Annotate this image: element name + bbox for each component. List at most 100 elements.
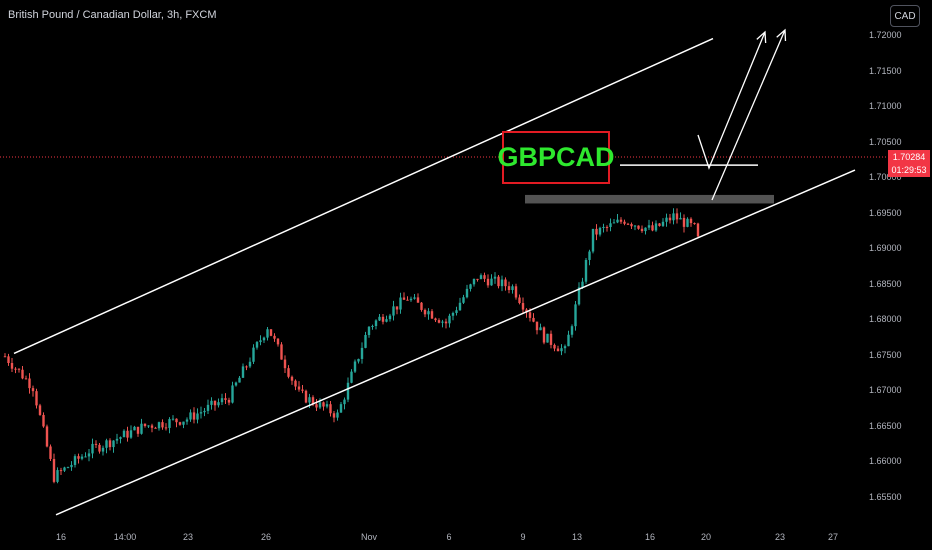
candle-body [59,470,63,472]
candle-body [651,225,654,231]
candle-body [94,443,98,445]
candle-body [262,337,266,341]
candle-body [567,334,570,347]
candle-body [73,456,77,465]
candle-body [157,422,161,429]
candle-body [640,228,644,232]
candle-body [161,422,164,428]
candle-body [52,458,56,482]
candle-body [273,335,276,339]
candle-body [465,288,469,298]
candle-body [385,319,388,322]
candle-body [619,219,623,222]
candle-body [178,422,182,425]
currency-button[interactable]: CAD [890,5,920,27]
price-tick-label: 1.68000 [869,314,902,325]
candle-body [56,470,59,482]
time-tick-label: 13 [571,532,583,542]
candle-body [462,297,465,303]
time-tick-label: 26 [260,532,272,542]
candle-body [598,227,602,235]
candle-body [399,297,402,310]
candle-body [665,217,668,222]
price-tick-label: 1.70000 [869,172,902,183]
candle-body [164,427,168,429]
candle-body [220,398,224,403]
candle-body [112,440,115,448]
candle-body [507,286,511,291]
candles [3,208,700,484]
candle-body [154,427,157,429]
candle-body [227,399,231,403]
candle-body [182,421,185,425]
candle-body [633,225,637,227]
candle-body [514,286,518,298]
candle-body [203,410,206,413]
candle-body [584,259,588,282]
candle-body [497,276,500,287]
time-tick-label: 16 [644,532,656,542]
price-tick-label: 1.66500 [869,420,902,431]
candle-body [616,219,619,223]
candle-body [577,287,581,305]
candle-body [686,218,689,227]
candle-body [119,437,122,439]
time-tick-label: Nov [360,532,378,542]
candle-body [409,298,413,301]
candle-body [217,402,220,406]
candle-body [304,390,308,403]
candle-body [581,281,584,288]
upper-channel-line [13,37,714,355]
candle-body [290,376,294,381]
candle-body [486,278,490,286]
candle-body [126,430,129,438]
candle-body [367,326,371,335]
candle-body [682,217,686,227]
candle-body [231,385,234,403]
candle-body [252,347,255,362]
symbol-annotation[interactable]: GBPCAD [498,131,615,184]
candle-body [455,310,458,313]
candle-body [101,447,105,452]
support-zone [525,194,774,204]
candle-body [269,329,273,336]
candle-body [434,318,437,321]
candle-body [98,444,101,452]
candle-body [66,467,70,469]
time-tick-label: 16 [55,532,67,542]
candle-body [234,382,238,386]
candle-body [294,380,297,387]
price-tick-label: 1.66000 [869,456,902,467]
candle-body [315,404,318,408]
price-tick-label: 1.70500 [869,136,902,147]
candle-body [392,306,395,316]
chart-title: British Pound / Canadian Dollar, 3h, FXC… [8,9,217,21]
candle-body [24,378,28,380]
candle-body [325,404,329,407]
projection-arrow-1 [697,31,766,170]
candle-body [108,440,112,448]
candle-body [91,443,94,454]
candle-body [10,362,14,369]
candle-body [381,316,385,322]
candle-body [451,312,455,316]
candle-body [308,397,311,403]
candle-body [679,217,682,220]
price-tick-label: 1.65500 [869,492,902,502]
candle-body [605,226,609,228]
candle-body [626,223,630,225]
candle-body [332,413,336,418]
candle-body [213,400,217,406]
time-tick-label: 23 [182,532,194,542]
price-tick-label: 1.71500 [869,65,902,76]
candle-body [339,404,343,413]
current-price-value: 1.70284 [892,152,926,162]
candle-body [70,464,73,468]
candle-body [535,321,539,331]
candle-body [609,223,612,227]
candle-body [420,302,423,310]
candle-body [336,412,339,418]
candle-body [283,359,287,369]
candle-body [105,440,108,448]
